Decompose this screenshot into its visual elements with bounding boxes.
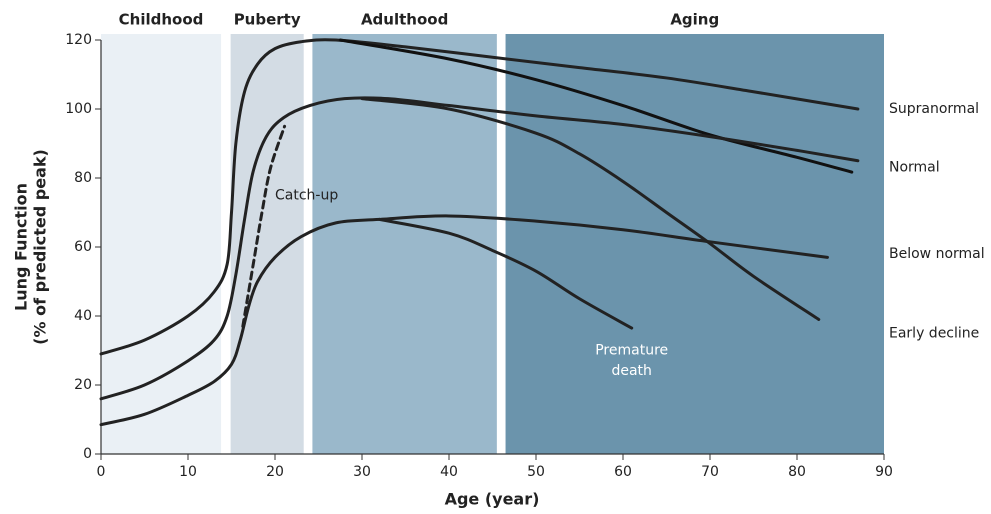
annotation: death <box>611 363 651 379</box>
curve-label: Below normal <box>889 246 985 262</box>
annotation: Premature <box>595 343 668 359</box>
phase-band <box>101 34 222 454</box>
y-tick-label: 120 <box>65 32 92 48</box>
phase-band <box>312 34 497 454</box>
x-tick-label: 90 <box>875 464 893 480</box>
trajectory-line <box>99 96 860 401</box>
x-axis-label: Age (year) <box>445 490 540 509</box>
curve-label: Early decline <box>889 325 979 341</box>
x-tick-label: 30 <box>353 464 371 480</box>
curve-label: Normal <box>889 160 940 176</box>
trajectory-line <box>377 217 634 330</box>
trajectory-line <box>99 38 860 356</box>
annotation: Catch-up <box>275 187 338 203</box>
trajectory-line <box>360 97 821 321</box>
y-tick-label: 20 <box>74 377 92 393</box>
phase-label: Childhood <box>119 11 204 29</box>
x-tick-label: 50 <box>527 464 545 480</box>
y-axis-label: (% of predicted peak) <box>31 149 50 345</box>
x-tick-label: 10 <box>179 464 197 480</box>
x-tick-label: 0 <box>97 464 106 480</box>
phase-band <box>505 34 884 454</box>
curve-label: Supranormal <box>889 101 979 117</box>
y-axis-label: Lung Function <box>12 183 31 311</box>
y-tick-label: 80 <box>74 170 92 186</box>
x-tick-label: 40 <box>440 464 458 480</box>
trajectory-line <box>99 214 829 427</box>
y-tick-label: 100 <box>65 101 92 117</box>
y-tick-label: 40 <box>74 308 92 324</box>
trajectory-line <box>338 38 854 174</box>
x-tick-label: 60 <box>614 464 632 480</box>
trajectory-line <box>241 124 287 328</box>
x-tick-label: 20 <box>266 464 284 480</box>
x-tick-label: 80 <box>788 464 806 480</box>
x-tick-label: 70 <box>701 464 719 480</box>
y-tick-label: 0 <box>83 446 92 462</box>
phase-label: Puberty <box>234 11 301 29</box>
y-tick-label: 60 <box>74 239 92 255</box>
phase-label: Adulthood <box>361 11 448 29</box>
phase-label: Aging <box>670 11 719 29</box>
